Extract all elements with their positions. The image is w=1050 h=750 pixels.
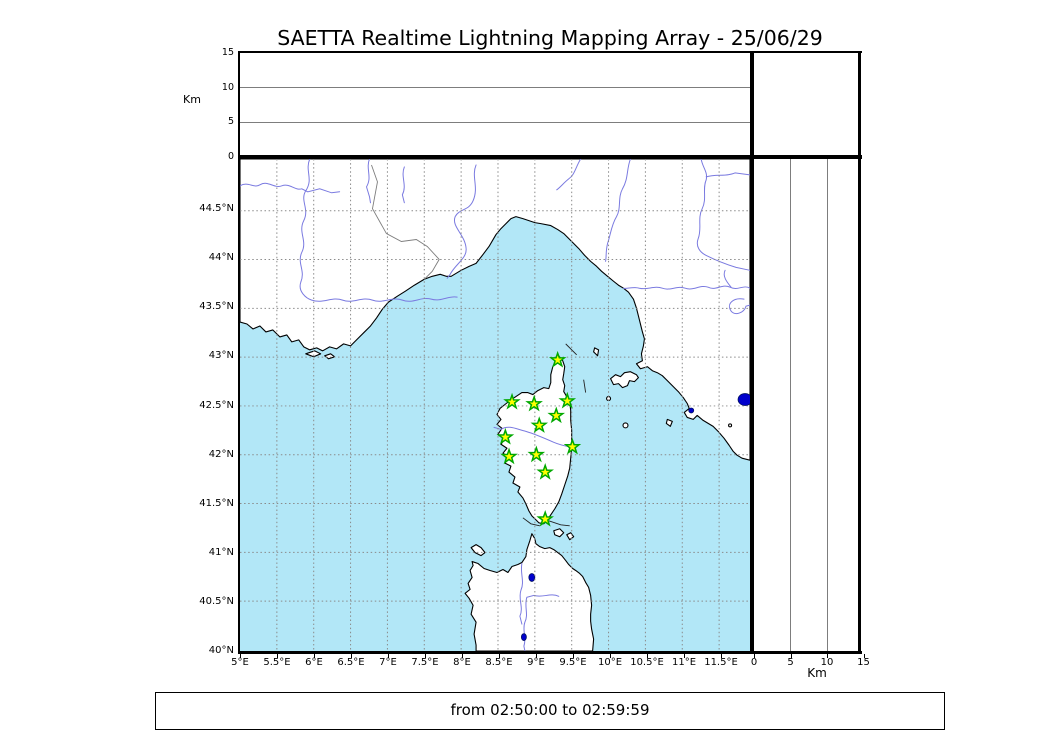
- lon-tick-mark: [351, 654, 352, 658]
- lon-tick-mark: [721, 654, 722, 658]
- lon-tick-label: 8.5°E: [485, 657, 513, 668]
- right-km-tick-mark: [790, 654, 792, 658]
- mainland-coastline: [240, 159, 750, 461]
- map-panel: [240, 159, 750, 651]
- lat-tick-label: 42.5°N: [199, 399, 234, 411]
- lat-tick-label: 41.5°N: [199, 497, 234, 509]
- page-title: SAETTA Realtime Lightning Mapping Array …: [277, 26, 823, 50]
- frame-left: [238, 51, 240, 654]
- right-km-tick-label: 0: [750, 657, 758, 668]
- lon-tick-mark: [240, 654, 241, 658]
- alt-km-tick-label: 5: [227, 116, 234, 128]
- time-range-box: from 02:50:00 to 02:59:59: [155, 692, 945, 730]
- rivers: [240, 159, 750, 651]
- station-marker: [558, 391, 577, 409]
- lake-bolsena: [737, 393, 750, 406]
- station-marker: [536, 509, 554, 527]
- lon-tick-label: 11°E: [671, 657, 697, 668]
- lon-tick-label: 10.5°E: [630, 657, 664, 668]
- lon-tick-label: 5.5°E: [263, 657, 291, 668]
- alt-panel-gridline-5km: [240, 122, 750, 123]
- lon-tick-label: 5°E: [231, 657, 249, 668]
- giglio-island: [665, 418, 673, 427]
- alt-km-tick-label: 15: [221, 47, 234, 58]
- right-km-tick-label: 5: [787, 657, 794, 668]
- lat-tick-label: 43.5°N: [199, 301, 234, 313]
- station-marker: [525, 394, 543, 412]
- lon-tick-label: 9.5°E: [559, 657, 587, 668]
- station-marker: [548, 350, 567, 368]
- france-italy-border: [371, 164, 440, 280]
- lon-tick-label: 7.5°E: [411, 657, 439, 668]
- lon-tick-mark: [536, 654, 537, 658]
- maddalena-islands: [553, 528, 575, 541]
- lon-tick-mark: [388, 654, 389, 658]
- station-marker: [500, 447, 518, 465]
- lon-tick-mark: [684, 654, 685, 658]
- right-km-tick-label: 15: [857, 657, 870, 668]
- lon-tick-label: 10°E: [597, 657, 623, 668]
- lon-tick-mark: [610, 654, 611, 658]
- lon-tick-label: 11.5°E: [704, 657, 738, 668]
- corsica-coastline: [496, 355, 573, 525]
- station-marker: [496, 427, 515, 445]
- capraia-island: [593, 347, 600, 357]
- alt-km-tick-label: 0: [227, 151, 234, 162]
- lon-tick-mark: [277, 654, 278, 658]
- lat-tick-label: 43°N: [208, 350, 234, 362]
- alt-panel-gridline-10km: [240, 87, 750, 88]
- lat-tick-label: 40.5°N: [199, 595, 234, 607]
- lon-tick-label: 9°E: [527, 657, 545, 668]
- frame-separator-vertical: [750, 51, 754, 654]
- lon-tick-label: 6°E: [305, 657, 323, 668]
- station-marker: [503, 392, 521, 410]
- lon-tick-label: 6.5°E: [337, 657, 365, 668]
- lakes: [520, 393, 750, 641]
- station-marker: [527, 445, 546, 463]
- right-km-tick-label: 10: [820, 657, 834, 668]
- altitude-axis-unit-label-left: Km: [183, 93, 201, 106]
- small-lake-argentario: [688, 407, 695, 414]
- map-graticule: [240, 159, 750, 651]
- giannutri-island: [728, 423, 733, 428]
- frame-bottom: [238, 651, 862, 654]
- station-marker: [536, 463, 554, 480]
- station-marker: [563, 437, 582, 455]
- station-marker: [547, 406, 566, 424]
- frame-top: [238, 51, 862, 53]
- lon-tick-mark: [462, 654, 463, 658]
- right-km-tick-mark: [863, 654, 865, 658]
- stations-layer: [496, 350, 582, 527]
- frame-separator-horizontal: [238, 155, 862, 159]
- lon-tick-mark: [647, 654, 648, 658]
- frame-right: [858, 51, 861, 654]
- lat-tick-label: 41°N: [208, 546, 234, 558]
- right-km-tick-mark: [754, 654, 755, 658]
- altitude-axis-unit-label-bottom: Km: [807, 666, 827, 680]
- station-marker: [530, 416, 549, 433]
- elba-island: [609, 371, 639, 389]
- lat-panel-gridline-10km: [827, 159, 828, 651]
- lat-panel-gridline-5km: [790, 159, 791, 651]
- sardinia-coastline: [464, 533, 595, 651]
- lat-tick-label: 40°N: [208, 645, 234, 656]
- lon-tick-label: 8°E: [453, 657, 471, 668]
- lon-tick-mark: [573, 654, 574, 658]
- lon-tick-mark: [425, 654, 426, 658]
- time-range-text: from 02:50:00 to 02:59:59: [450, 701, 650, 719]
- alt-km-tick-label: 10: [221, 81, 234, 93]
- lat-tick-label: 42°N: [208, 448, 234, 460]
- lake-coghinas: [528, 573, 536, 582]
- lon-tick-mark: [314, 654, 315, 658]
- lake-omodeo: [520, 633, 527, 641]
- coast-marks: [522, 343, 587, 527]
- montecristo-island: [622, 422, 629, 429]
- lat-tick-label: 44°N: [208, 252, 234, 264]
- lon-tick-label: 7°E: [379, 657, 397, 668]
- lon-tick-mark: [499, 654, 500, 658]
- right-km-tick-mark: [827, 654, 828, 658]
- lat-tick-label: 44.5°N: [199, 203, 234, 215]
